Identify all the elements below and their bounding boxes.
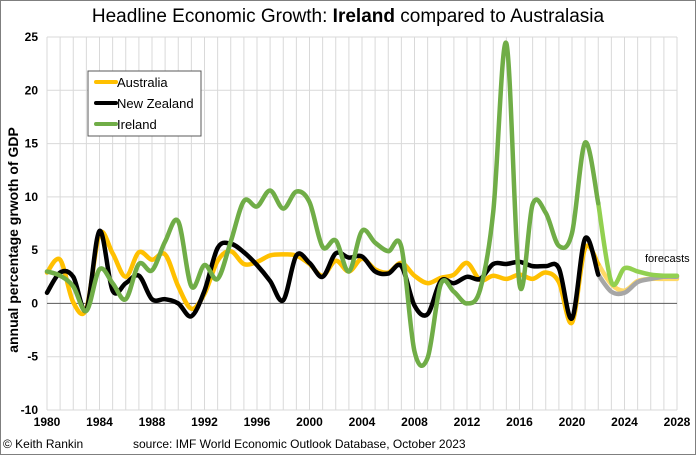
x-tick-label: 2004 (349, 415, 376, 429)
x-tick-label: 2000 (296, 415, 323, 429)
y-tick-label: -10 (21, 403, 39, 417)
legend: Australia New Zealand Ireland (87, 70, 202, 137)
y-tick-label: 15 (25, 137, 39, 151)
y-tick-label: 0 (31, 296, 38, 310)
legend-label-australia: Australia (117, 75, 168, 90)
legend-label-ireland: Ireland (117, 117, 157, 132)
legend-label-new-zealand: New Zealand (117, 96, 194, 111)
y-tick-label: -5 (27, 350, 38, 364)
x-tick-label: 2012 (454, 415, 481, 429)
credit-text: © Keith Rankin (3, 437, 84, 451)
series-line-ireland (44, 40, 601, 368)
source-text: source: IMF World Economic Outlook Datab… (133, 437, 466, 451)
series-line-new-zealand (44, 228, 601, 321)
series-lines (44, 40, 680, 368)
x-tick-label: 1980 (34, 415, 61, 429)
x-tick-label: 1992 (191, 415, 218, 429)
x-tick-label: 1988 (139, 415, 166, 429)
x-tick-label: 2028 (664, 415, 691, 429)
title-bold: Ireland (332, 6, 395, 27)
x-tick-label: 1984 (86, 415, 113, 429)
title-suffix: compared to Australasia (394, 6, 605, 27)
x-tick-label: 1996 (244, 415, 271, 429)
x-tick-label: 2024 (611, 415, 638, 429)
y-tick-label: 5 (31, 243, 38, 257)
x-tick-label: 2008 (401, 415, 428, 429)
x-tick-label: 2020 (559, 415, 586, 429)
series-line-ireland-forecast (596, 201, 680, 288)
chart-title: Headline Economic Growth: Ireland compar… (0, 6, 696, 28)
x-tick-label: 2016 (506, 415, 533, 429)
y-tick-label: 10 (25, 190, 39, 204)
y-tick-label: 25 (25, 30, 39, 44)
y-tick-label: 20 (25, 83, 39, 97)
forecasts-annotation: forecasts (645, 253, 690, 265)
title-prefix: Headline Economic Growth: (91, 6, 333, 27)
